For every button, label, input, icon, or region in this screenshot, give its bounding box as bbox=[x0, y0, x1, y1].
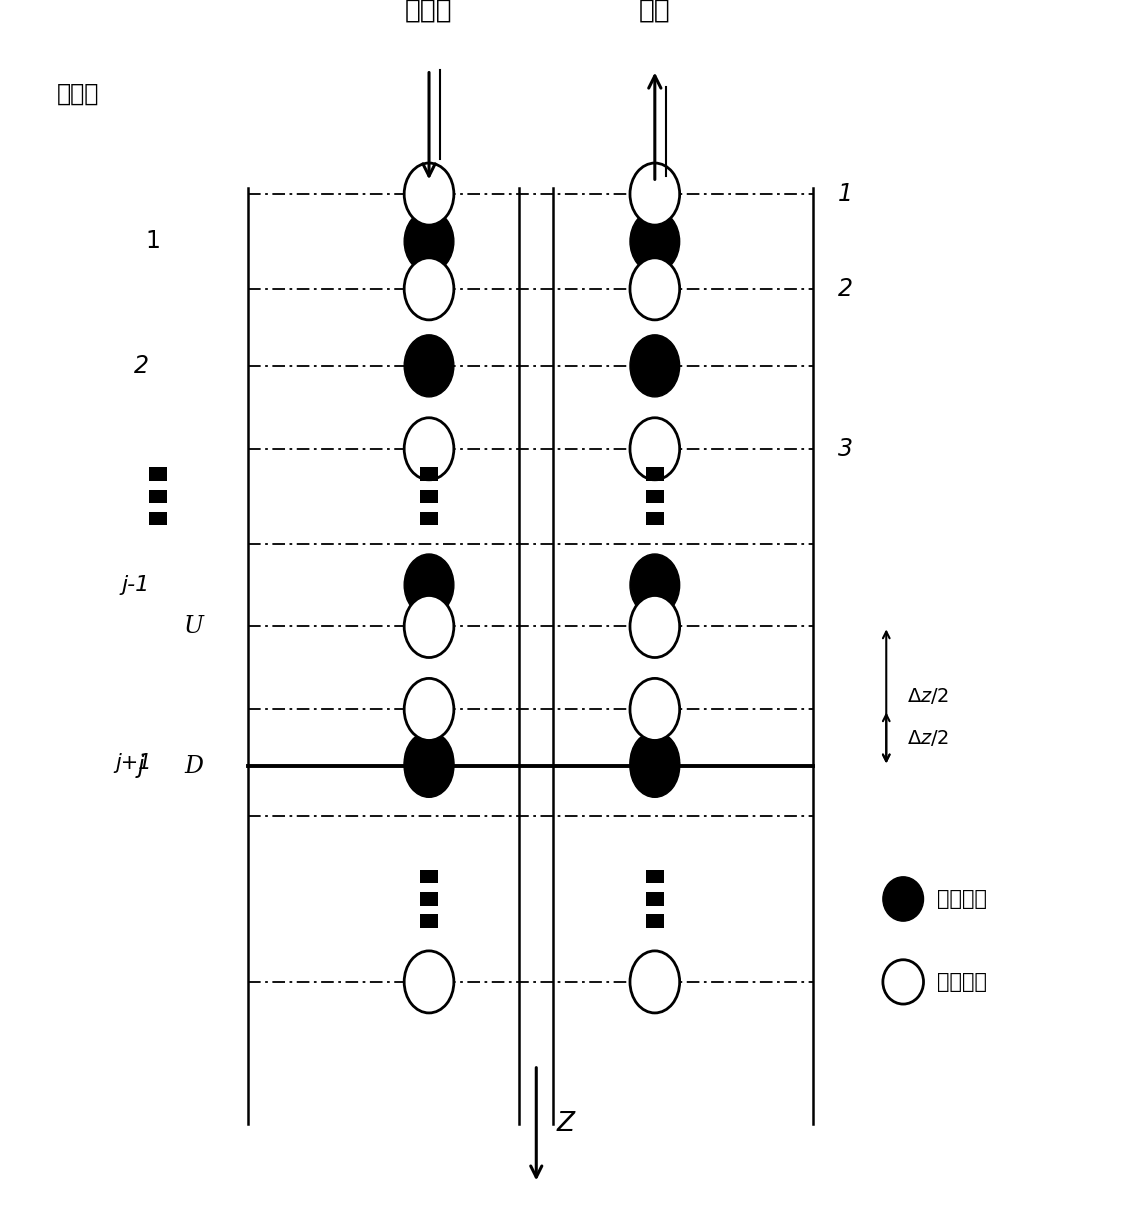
Ellipse shape bbox=[404, 258, 454, 320]
Ellipse shape bbox=[630, 678, 680, 740]
Ellipse shape bbox=[630, 163, 680, 225]
Bar bbox=[420, 892, 438, 905]
Text: 1: 1 bbox=[838, 182, 852, 206]
Ellipse shape bbox=[630, 595, 680, 658]
Bar bbox=[646, 467, 664, 480]
Ellipse shape bbox=[630, 210, 680, 273]
Text: 1: 1 bbox=[145, 229, 160, 253]
Ellipse shape bbox=[404, 951, 454, 1013]
Ellipse shape bbox=[630, 258, 680, 320]
Text: 压力节点: 压力节点 bbox=[937, 972, 987, 992]
Bar bbox=[420, 512, 438, 525]
Text: Z: Z bbox=[557, 1112, 575, 1137]
Text: j-1: j-1 bbox=[121, 575, 150, 595]
Bar bbox=[149, 512, 167, 525]
Ellipse shape bbox=[404, 163, 454, 225]
Ellipse shape bbox=[404, 735, 454, 798]
Bar bbox=[149, 490, 167, 503]
Ellipse shape bbox=[630, 554, 680, 616]
Ellipse shape bbox=[404, 418, 454, 480]
Ellipse shape bbox=[404, 210, 454, 273]
Ellipse shape bbox=[883, 960, 924, 1004]
Text: 2: 2 bbox=[133, 354, 149, 378]
Bar bbox=[646, 892, 664, 905]
Text: 钻柱内: 钻柱内 bbox=[405, 0, 453, 23]
Ellipse shape bbox=[630, 334, 680, 397]
Bar bbox=[149, 467, 167, 480]
Bar bbox=[646, 512, 664, 525]
Ellipse shape bbox=[630, 735, 680, 798]
Bar bbox=[646, 915, 664, 928]
Bar bbox=[646, 870, 664, 884]
Ellipse shape bbox=[404, 595, 454, 658]
Ellipse shape bbox=[630, 418, 680, 480]
Text: 3: 3 bbox=[838, 437, 852, 461]
Ellipse shape bbox=[404, 334, 454, 397]
Text: D: D bbox=[184, 754, 203, 777]
Text: 环空: 环空 bbox=[639, 0, 671, 23]
Text: $\Delta z/2$: $\Delta z/2$ bbox=[907, 687, 948, 706]
Ellipse shape bbox=[404, 554, 454, 616]
Ellipse shape bbox=[630, 951, 680, 1013]
Bar bbox=[646, 490, 664, 503]
Ellipse shape bbox=[883, 876, 924, 921]
Text: $\Delta z/2$: $\Delta z/2$ bbox=[907, 728, 948, 748]
Text: 温度节点: 温度节点 bbox=[937, 890, 987, 909]
Bar bbox=[420, 467, 438, 480]
Text: 节点号: 节点号 bbox=[56, 81, 99, 105]
Ellipse shape bbox=[630, 731, 680, 794]
Text: 2: 2 bbox=[838, 276, 852, 301]
Text: j: j bbox=[138, 754, 145, 779]
Ellipse shape bbox=[404, 678, 454, 740]
Bar bbox=[420, 870, 438, 884]
Text: j+1: j+1 bbox=[115, 753, 151, 772]
Bar bbox=[420, 915, 438, 928]
Ellipse shape bbox=[404, 731, 454, 794]
Text: U: U bbox=[183, 616, 203, 639]
Bar bbox=[420, 490, 438, 503]
